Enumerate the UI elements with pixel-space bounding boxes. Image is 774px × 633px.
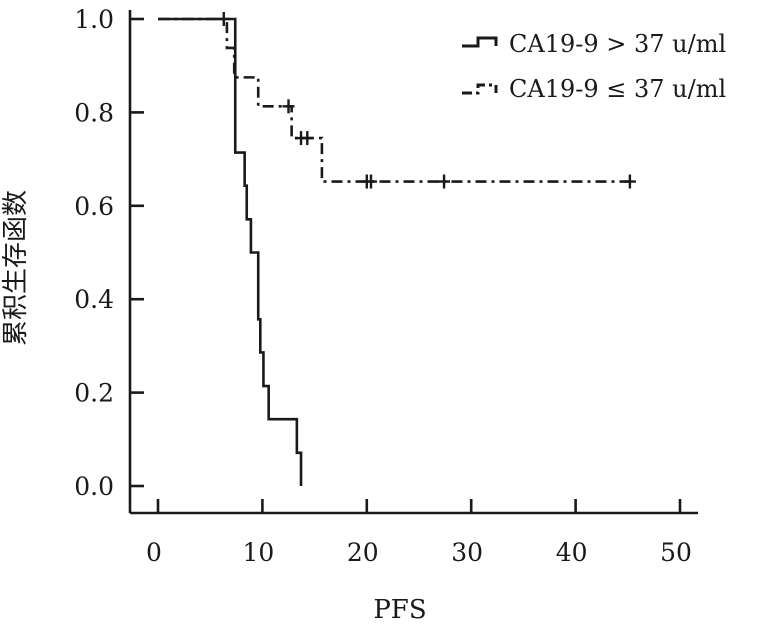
y-tick-label: 1.0 xyxy=(74,5,114,34)
y-tick-label: 0.0 xyxy=(74,472,114,501)
axes: 0.0 0.2 0.4 0.6 0.8 1.0 0 10 20 30 40 50 xyxy=(74,5,698,567)
x-ticks: 0 10 20 30 40 50 xyxy=(146,499,692,567)
x-tick-label: 30 xyxy=(451,538,483,567)
x-tick-label: 20 xyxy=(347,538,379,567)
censor-mark-low xyxy=(438,174,451,189)
y-tick-label: 0.2 xyxy=(74,379,114,408)
legend-label-high: CA19-9 > 37 u/ml xyxy=(509,30,726,58)
series-layer xyxy=(158,12,636,486)
y-axis-title: 累积生存函数 xyxy=(1,190,31,346)
legend-swatch-low xyxy=(462,83,498,95)
censor-mark-low xyxy=(301,131,314,146)
censor-mark-low xyxy=(364,174,377,189)
x-axis-title: PFS xyxy=(373,595,426,625)
x-tick-label: 0 xyxy=(146,538,162,567)
legend-label-low: CA19-9 ≤ 37 u/ml xyxy=(509,75,726,103)
x-tick-label: 10 xyxy=(242,538,274,567)
censor-mark-low xyxy=(282,99,295,114)
legend: CA19-9 > 37 u/ml CA19-9 ≤ 37 u/ml xyxy=(462,30,726,103)
y-tick-label: 0.8 xyxy=(74,98,114,127)
x-tick-label: 40 xyxy=(556,538,588,567)
legend-swatch-high xyxy=(462,36,498,48)
censor-mark-low xyxy=(623,174,636,189)
y-ticks: 0.0 0.2 0.4 0.6 0.8 1.0 xyxy=(74,5,144,501)
x-tick-label: 50 xyxy=(660,538,692,567)
series-line-high xyxy=(158,17,303,486)
legend-item-high: CA19-9 > 37 u/ml xyxy=(462,30,726,58)
series-line-low xyxy=(158,17,630,183)
y-tick-label: 0.6 xyxy=(74,192,114,221)
censor-mark-low xyxy=(217,12,230,26)
legend-item-low: CA19-9 ≤ 37 u/ml xyxy=(462,75,726,103)
y-tick-label: 0.4 xyxy=(74,285,114,314)
